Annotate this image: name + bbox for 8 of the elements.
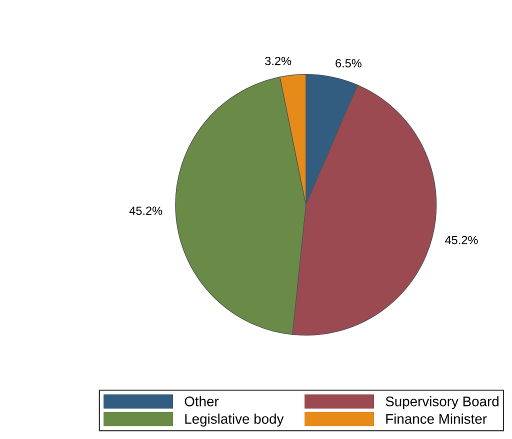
legend-label: Legislative body bbox=[185, 414, 284, 427]
data-label: 6.5% bbox=[336, 59, 362, 68]
data-label: 45.2% bbox=[129, 206, 162, 215]
legend-label: Other bbox=[184, 396, 219, 406]
data-label: 3.2% bbox=[265, 56, 292, 66]
legend-label: Supervisory Board bbox=[386, 396, 498, 410]
legend-label: Finance Minister bbox=[386, 414, 487, 424]
data-label: 45.2% bbox=[445, 236, 478, 244]
